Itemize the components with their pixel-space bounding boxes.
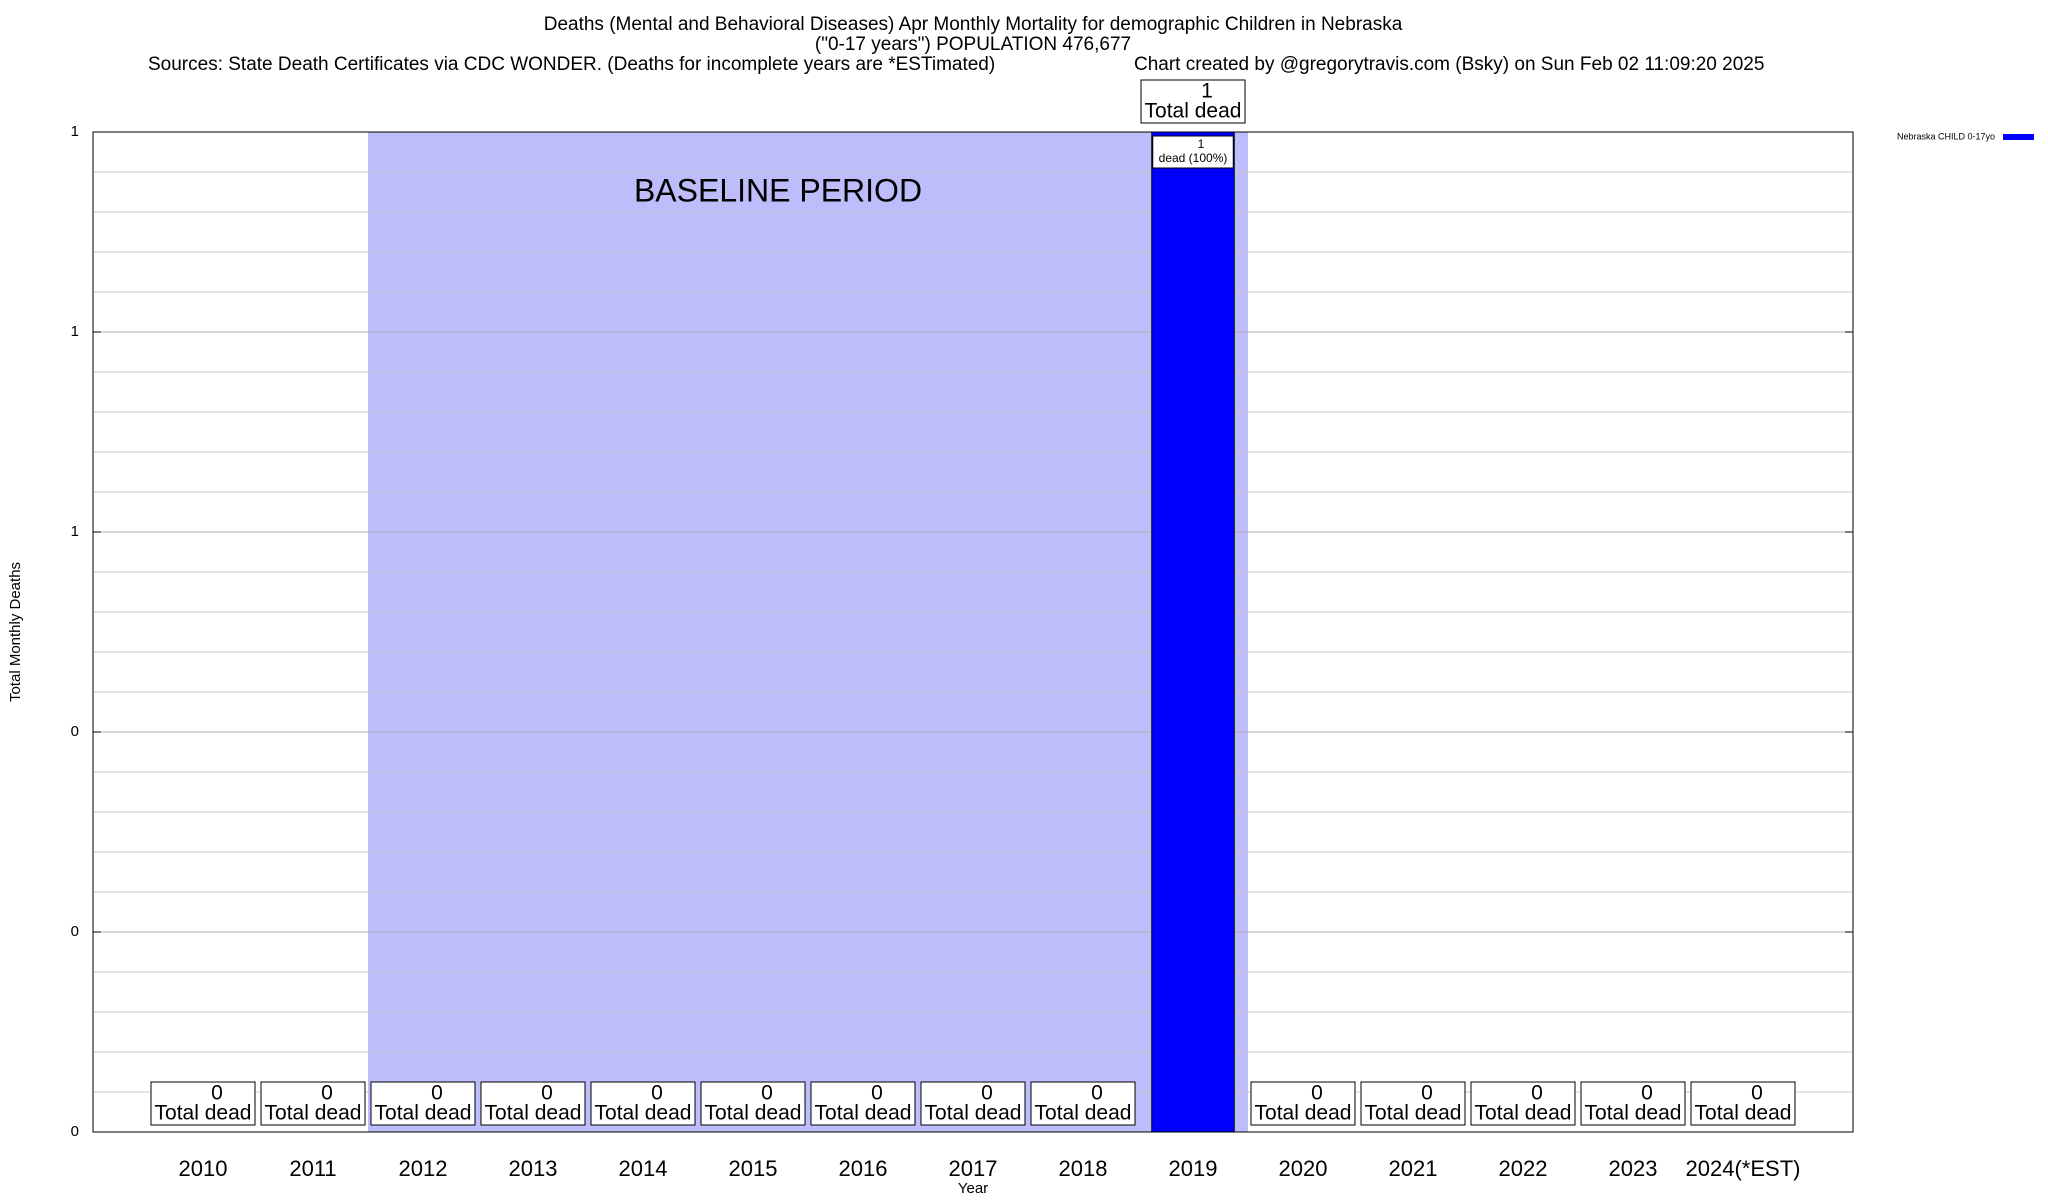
value-label-unit: Total dead — [1145, 100, 1242, 123]
y-tick-label: 0 — [71, 723, 79, 740]
value-label: 0 — [1421, 1082, 1433, 1105]
x-tick-label: 2022 — [1499, 1156, 1548, 1181]
value-label-box — [700, 1081, 806, 1126]
value-label-unit: Total dead — [1255, 1102, 1352, 1125]
value-label-unit: Total dead — [595, 1102, 692, 1125]
value-label-box — [370, 1081, 476, 1126]
x-tick-label: 2020 — [1279, 1156, 1328, 1181]
baseline-label: BASELINE PERIOD — [634, 172, 922, 208]
x-tick-label: 2024(*EST) — [1686, 1156, 1801, 1181]
value-label-unit: Total dead — [925, 1102, 1022, 1125]
value-label-unit: Total dead — [815, 1102, 912, 1125]
bar — [1151, 131, 1235, 1133]
value-label: 0 — [1091, 1082, 1103, 1105]
x-tick-label: 2015 — [729, 1156, 778, 1181]
value-label: 0 — [761, 1082, 773, 1105]
baseline-region — [368, 132, 1248, 1132]
y-tick-label: 0 — [71, 923, 79, 940]
value-label-unit: Total dead — [1695, 1102, 1792, 1125]
value-label-box — [1030, 1081, 1136, 1126]
value-label-unit: Total dead — [1035, 1102, 1132, 1125]
chart-subtitle: Sources: State Death Certificates via CD… — [148, 54, 995, 75]
value-label-unit: Total dead — [265, 1102, 362, 1125]
value-label: 0 — [321, 1082, 333, 1105]
value-label-box — [1690, 1081, 1796, 1126]
value-label-box — [1470, 1081, 1576, 1126]
chart-title: Deaths (Mental and Behavioral Diseases) … — [544, 14, 1403, 35]
x-tick-label: 2010 — [179, 1156, 228, 1181]
value-label: 1 — [1201, 80, 1213, 103]
value-label: 0 — [541, 1082, 553, 1105]
chart-title-line2: ("0-17 years") POPULATION 476,677 — [815, 34, 1131, 55]
plot-frame — [92, 131, 1854, 1133]
value-label-box — [260, 1081, 366, 1126]
value-label-box — [1140, 79, 1246, 124]
value-label-box — [1360, 1081, 1466, 1126]
value-label: 0 — [1751, 1082, 1763, 1105]
x-tick-label: 2019 — [1169, 1156, 1218, 1181]
value-label-box — [1580, 1081, 1686, 1126]
y-tick-label: 1 — [71, 123, 79, 140]
value-label: 0 — [981, 1082, 993, 1105]
value-label-box — [920, 1081, 1026, 1126]
inner-label: dead (100%) — [1159, 151, 1228, 165]
legend-label: Nebraska CHILD 0-17yo — [1897, 131, 1995, 141]
value-label: 0 — [651, 1082, 663, 1105]
x-tick-label: 2023 — [1609, 1156, 1658, 1181]
value-label-unit: Total dead — [485, 1102, 582, 1125]
x-tick-label: 2011 — [289, 1156, 336, 1181]
x-tick-label: 2013 — [509, 1156, 558, 1181]
value-label-unit: Total dead — [155, 1102, 252, 1125]
x-tick-label: 2012 — [399, 1156, 448, 1181]
y-axis-label: Total Monthly Deaths — [7, 562, 24, 702]
y-tick-label: 1 — [71, 523, 79, 540]
x-axis-label: Year — [958, 1180, 988, 1197]
value-label-unit: Total dead — [1365, 1102, 1462, 1125]
y-tick-label: 1 — [71, 323, 79, 340]
x-tick-label: 2017 — [949, 1156, 998, 1181]
inner-label-box — [1152, 135, 1234, 169]
value-label: 0 — [211, 1082, 223, 1105]
value-label-box — [810, 1081, 916, 1126]
value-label: 0 — [431, 1082, 443, 1105]
value-label-box — [1250, 1081, 1356, 1126]
value-label-unit: Total dead — [375, 1102, 472, 1125]
value-label: 0 — [1641, 1082, 1653, 1105]
chart-credit: Chart created by @gregorytravis.com (Bsk… — [1134, 54, 1764, 75]
value-label-unit: Total dead — [1475, 1102, 1572, 1125]
value-label: 0 — [871, 1082, 883, 1105]
value-label: 0 — [1311, 1082, 1323, 1105]
x-tick-label: 2014 — [619, 1156, 668, 1181]
value-label-unit: Total dead — [705, 1102, 802, 1125]
value-label-box — [590, 1081, 696, 1126]
x-tick-label: 2021 — [1389, 1156, 1438, 1181]
value-label-box — [480, 1081, 586, 1126]
x-tick-label: 2016 — [839, 1156, 888, 1181]
value-label-unit: Total dead — [1585, 1102, 1682, 1125]
value-label: 0 — [1531, 1082, 1543, 1105]
value-label-box — [150, 1081, 256, 1126]
y-tick-label: 0 — [71, 1123, 79, 1140]
x-tick-label: 2018 — [1059, 1156, 1108, 1181]
inner-label-value: 1 — [1198, 137, 1205, 151]
